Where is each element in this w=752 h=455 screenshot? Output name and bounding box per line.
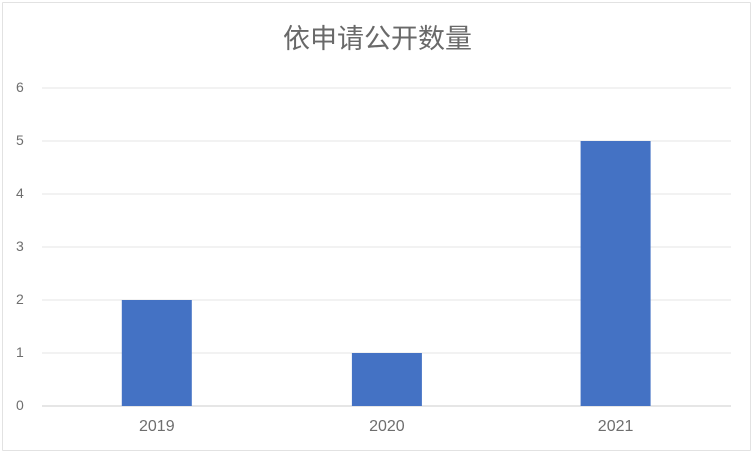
svg-text:6: 6 <box>16 79 24 95</box>
svg-text:2: 2 <box>16 291 24 307</box>
svg-text:2021: 2021 <box>597 418 633 435</box>
svg-text:4: 4 <box>16 185 24 201</box>
svg-text:2019: 2019 <box>139 418 175 435</box>
svg-text:3: 3 <box>16 238 24 254</box>
svg-text:2020: 2020 <box>369 418 405 435</box>
svg-text:1: 1 <box>16 344 24 360</box>
svg-text:0: 0 <box>16 397 24 413</box>
svg-text:5: 5 <box>16 132 24 148</box>
